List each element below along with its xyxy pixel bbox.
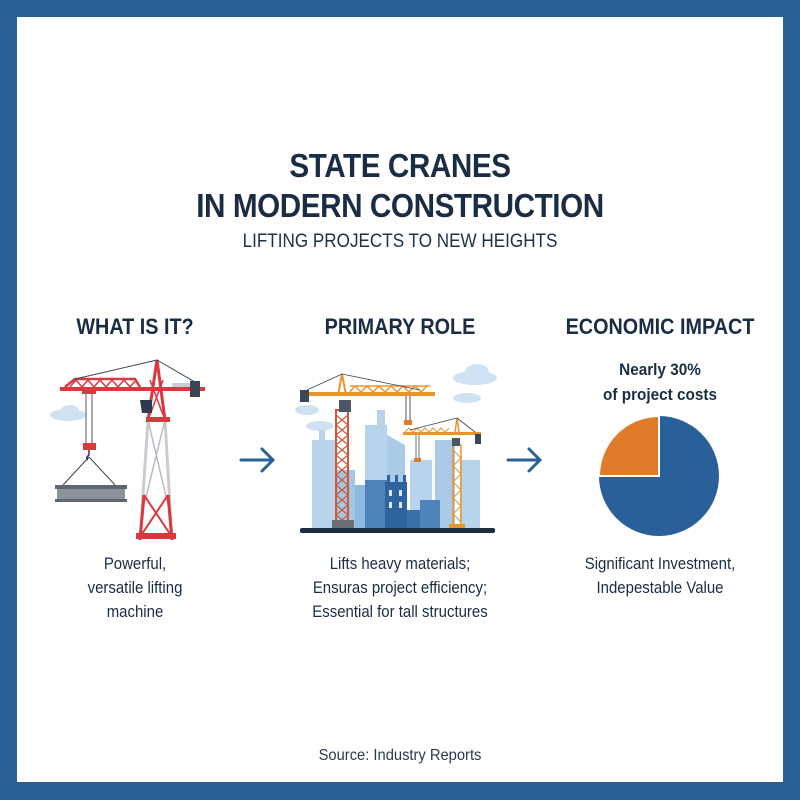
pie-chart xyxy=(597,414,719,536)
arrow-right-icon xyxy=(506,447,542,473)
description-line: Ensuras project efficiency; xyxy=(312,578,488,597)
cost-stat-line-2: of project costs xyxy=(603,385,717,404)
subtitle: LIFTING PROJECTS TO NEW HEIGHTS xyxy=(242,231,558,252)
description-primary-role: Lifts heavy materials; Ensuras project e… xyxy=(294,552,505,624)
description-line: Essential for tall structures xyxy=(312,602,488,621)
title-line-2: IN MODERN CONSTRUCTION xyxy=(196,187,604,224)
city-skyline-cranes-icon xyxy=(295,364,497,533)
heading-primary-role: PRIMARY ROLE xyxy=(324,314,476,339)
pie-slice-crane-costs xyxy=(597,414,660,477)
arrow-right-icon xyxy=(239,447,275,473)
description-what-is-it: Powerful, versatile lifting machine xyxy=(43,552,228,624)
description-line: versatile lifting xyxy=(87,578,183,597)
cost-stat-line-1: Nearly 30% xyxy=(619,360,701,379)
red-tower-crane-icon xyxy=(50,359,205,541)
heading-economic-impact: ECONOMIC IMPACT xyxy=(565,314,755,339)
heading-what-is-it: WHAT IS IT? xyxy=(76,314,194,339)
cost-stat: Nearly 30% of project costs xyxy=(570,357,750,407)
description-line: machine xyxy=(106,602,164,621)
description-economic-impact: Significant Investment, Indepestable Val… xyxy=(559,552,761,600)
source-footnote: Source: Industry Reports xyxy=(318,747,482,764)
description-line: Powerful, xyxy=(103,554,167,573)
description-line: Lifts heavy materials; xyxy=(329,554,471,573)
description-line: Indepestable Value xyxy=(596,578,724,597)
description-line: Significant Investment, xyxy=(584,554,736,573)
infographic-frame xyxy=(17,17,783,782)
title-line-1: STATE CRANES xyxy=(289,147,511,184)
